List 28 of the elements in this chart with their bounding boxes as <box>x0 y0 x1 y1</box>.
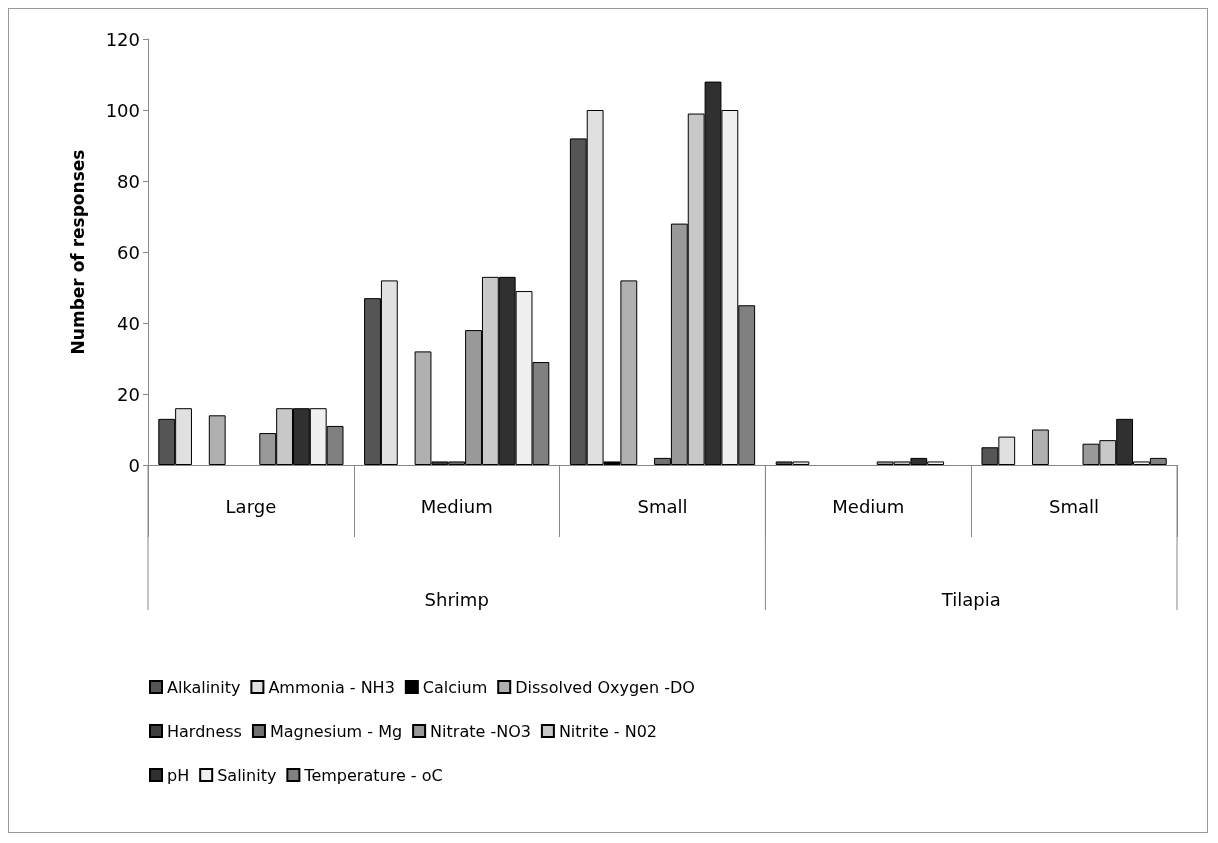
legend-label: Temperature - oC <box>303 765 443 785</box>
legend-label: Alkalinity <box>167 677 241 697</box>
y-tick-label: 0 <box>128 454 140 476</box>
legend-label: pH <box>167 765 190 785</box>
bar <box>1032 429 1049 465</box>
x-tick-label: Small <box>637 495 688 517</box>
legend-label: Ammonia - NH3 <box>268 677 395 697</box>
legend-label: Hardness <box>167 721 242 741</box>
legend-label: Salinity <box>217 765 277 785</box>
y-tick-label: 120 <box>105 28 140 50</box>
bar <box>208 415 226 465</box>
y-tick-label: 40 <box>117 312 140 334</box>
y-tick-label: 60 <box>117 241 140 263</box>
x-tick-label: Medium <box>420 495 493 517</box>
y-tick-label: 20 <box>117 383 140 405</box>
legend-label: Nitrate -NO3 <box>430 721 531 741</box>
x-tick-label: Medium <box>832 495 905 517</box>
text: Shrimp <box>424 588 489 610</box>
legend-label: Dissolved Oxygen -DO <box>515 677 695 697</box>
legend-label: Calcium <box>422 677 488 697</box>
y-tick-label: 100 <box>105 99 140 121</box>
legend-label: Nitrite - N02 <box>558 721 658 741</box>
text: Tilapia <box>940 588 1001 610</box>
x-tick-label: Large <box>225 495 277 517</box>
y-axis-title: Number of responses <box>67 149 88 355</box>
y-tick-label: 80 <box>117 170 140 192</box>
legend-label: Magnesium - Mg <box>269 721 403 741</box>
x-tick-label: Small <box>1049 495 1100 517</box>
